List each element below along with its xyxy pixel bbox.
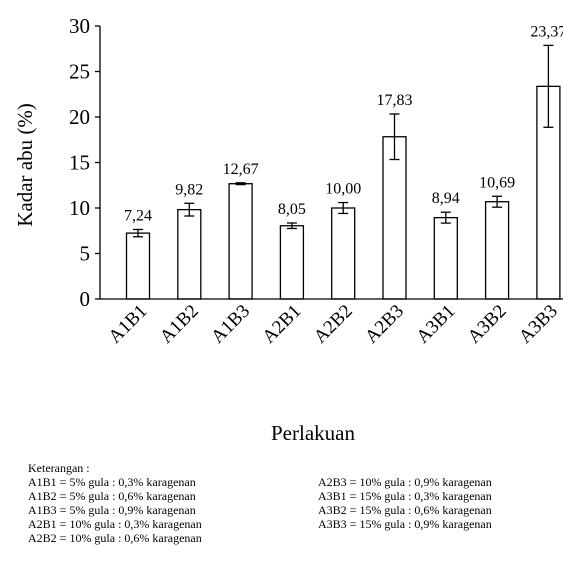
y-tick-label-5: 5 (80, 242, 91, 266)
error-bar-a2b1 (286, 222, 297, 230)
data-label-a1b1: 7,24 (124, 207, 152, 224)
error-bar-a3b2 (492, 195, 503, 208)
x-tick-label-a2b2: A2B2 (310, 301, 357, 348)
x-axis-label: Perlakuan (271, 421, 355, 445)
y-axis-label: Kadar abu (%) (13, 103, 37, 227)
bar-a2b1 (279, 225, 305, 300)
x-tick-label-a3b1: A3B1 (412, 301, 459, 348)
error-bar-a3b3 (543, 44, 554, 128)
y-tick-label-10: 10 (69, 196, 90, 220)
legend-item-a2b2: A2B2 = 10% gula : 0,6% karagenan (28, 531, 202, 545)
legend-item-a3b2: A3B2 = 15% gula : 0,6% karagenan (318, 503, 492, 517)
legend-item-a2b1: A2B1 = 10% gula : 0,3% karagenan (28, 517, 202, 531)
y-tick-label-20: 20 (69, 105, 90, 129)
bar-a1b2 (177, 208, 202, 300)
y-tick-label-30: 30 (69, 14, 90, 38)
y-tick-label-15: 15 (69, 151, 90, 175)
error-bar-a3b1 (440, 211, 451, 224)
x-tick-label-a2b3: A2B3 (361, 301, 408, 348)
x-tick-label-a1b3: A1B3 (207, 301, 254, 348)
bar-a3b2 (484, 201, 510, 300)
legend-item-a1b2: A1B2 = 5% gula : 0,6% karagenan (28, 489, 196, 503)
legend-item-a3b3: A3B3 = 15% gula : 0,9% karagenan (318, 517, 492, 531)
legend-item-a1b3: A1B3 = 5% gula : 0,9% karagenan (28, 503, 196, 517)
bar-a3b1 (433, 216, 458, 300)
error-bar-a1b3 (235, 182, 246, 186)
data-label-a2b3: 17,83 (377, 92, 413, 109)
x-tick-label-a3b3: A3B3 (515, 301, 562, 348)
error-bar-a1b2 (184, 202, 195, 217)
legend-title: Keterangan : (28, 461, 90, 475)
x-tick-label-a3b2: A3B2 (464, 301, 511, 348)
bar-a2b3 (382, 136, 407, 300)
error-bar-a2b2 (338, 201, 349, 215)
legend-column-left: A1B1 = 5% gula : 0,3% karagenan A1B2 = 5… (28, 475, 202, 545)
data-label-a1b3: 12,67 (223, 161, 259, 178)
legend-item-a3b1: A3B1 = 15% gula : 0,3% karagenan (318, 489, 492, 503)
bar-chart: 7,24 9,82 12,67 8,05 10,00 17,83 8,94 10,69 23,3… (13, 14, 563, 445)
bars-group: 7,24 9,82 12,67 8,05 10,00 17,83 8,94 10,69 23,3… (124, 23, 563, 300)
data-label-a3b2: 10,69 (479, 174, 515, 191)
y-tick-label-25: 25 (69, 60, 90, 84)
x-tick-label-a1b2: A1B2 (156, 301, 203, 348)
legend-item-a1b1: A1B1 = 5% gula : 0,3% karagenan (28, 475, 196, 489)
data-label-a3b1: 8,94 (432, 190, 460, 207)
x-tick-label-a1b1: A1B1 (105, 301, 152, 348)
data-label-a2b2: 10,00 (325, 181, 361, 198)
y-tick-label-0: 0 (80, 287, 91, 311)
bar-a2b2 (331, 207, 356, 300)
data-label-a3b3: 23,37 (530, 23, 563, 40)
error-bar-a2b3 (389, 113, 400, 161)
error-bar-a1b1 (133, 228, 143, 238)
bar-a1b3 (228, 183, 253, 300)
bar-a1b1 (125, 232, 151, 300)
data-label-a1b2: 9,82 (175, 181, 203, 198)
x-tick-label-a2b1: A2B1 (258, 301, 305, 348)
legend-column-right: A2B3 = 10% gula : 0,9% karagenan A3B1 = … (318, 475, 492, 531)
legend-item-a2b3: A2B3 = 10% gula : 0,9% karagenan (318, 475, 492, 489)
data-label-a2b1: 8,05 (278, 201, 306, 218)
